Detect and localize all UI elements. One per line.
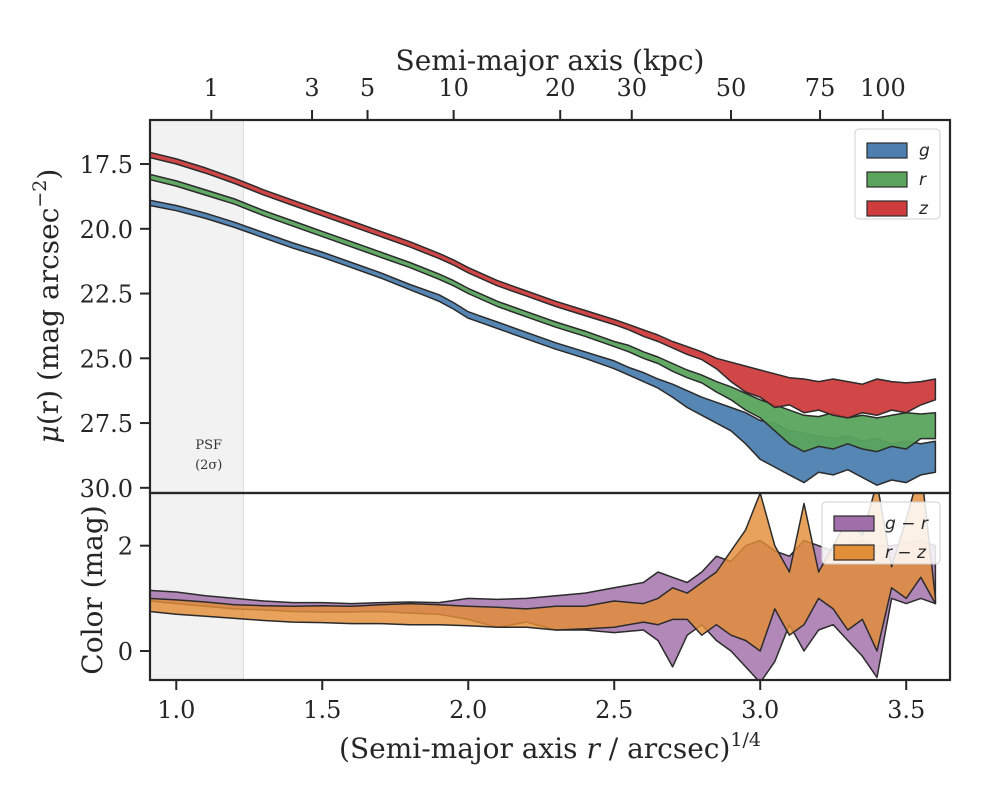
- top-tick-label: 30: [616, 74, 647, 102]
- top-legend-label: r: [919, 170, 927, 190]
- band-rz: [151, 493, 937, 652]
- bottom-legend-swatch: [833, 544, 875, 561]
- top-tick-label: 50: [716, 74, 747, 102]
- bottom-legend-label: r − z: [885, 543, 927, 563]
- top-y-label-sym: μ: [32, 425, 65, 443]
- top-legend-swatch: [866, 142, 908, 159]
- top-y-tick-label: 25.0: [80, 345, 133, 373]
- x-axis-label-tail: / arcsec): [600, 732, 731, 765]
- x-tick-label: 2.5: [595, 696, 633, 724]
- top-tick-label: 1: [204, 74, 219, 102]
- top-y-tick-label: 22.5: [80, 281, 133, 309]
- top-legend-label: z: [918, 199, 929, 219]
- psf-label-line2: (2σ): [195, 458, 222, 473]
- top-y-label-sup: −2: [29, 180, 51, 208]
- top-legend: grz: [854, 128, 941, 220]
- top-panel-series: [151, 151, 937, 486]
- bottom-panel-series: [151, 493, 937, 679]
- band-g: [151, 199, 937, 486]
- top-tick-label: 100: [860, 74, 906, 102]
- top-y-axis-label: μ(r) (mag arcsec−2): [29, 169, 65, 444]
- x-axis-label: (Semi-major axis r / arcsec)1/4: [339, 729, 761, 765]
- top-tick-label: 75: [805, 74, 836, 102]
- top-y-tick-label: 20.0: [80, 216, 133, 244]
- psf-region-bottom: [149, 492, 244, 681]
- x-tick-label: 1.5: [303, 696, 341, 724]
- band-z: [151, 151, 937, 419]
- bottom-legend-label: g − r: [885, 514, 929, 534]
- bottom-y-tick-label: 2: [118, 533, 133, 561]
- band-r: [151, 173, 937, 453]
- top-axis-label: Semi-major axis (kpc): [396, 44, 705, 77]
- bottom-legend: g − r r − z: [821, 501, 941, 565]
- top-y-label-close: ): [32, 169, 65, 180]
- bottom-y-axis-label: Color (mag): [76, 505, 109, 674]
- x-tick-label: 3.5: [887, 696, 925, 724]
- top-y-tick-label: 17.5: [80, 151, 133, 179]
- top-tick-label: 3: [304, 74, 319, 102]
- x-axis-label-var: r: [586, 732, 601, 765]
- x-axis-label-main: (Semi-major axis: [339, 732, 586, 765]
- x-axis-label-sup: 1/4: [730, 729, 761, 751]
- top-tick-label: 5: [360, 74, 375, 102]
- x-tick-label: 2.0: [449, 696, 487, 724]
- top-y-label-unit: (mag arcsec: [32, 208, 65, 390]
- top-tick-label: 10: [438, 74, 469, 102]
- top-legend-label: g: [919, 141, 930, 161]
- bottom-panel-frame: [148, 491, 952, 682]
- bottom-y-tick-label: 0: [118, 638, 133, 666]
- psf-label-line1: PSF: [195, 438, 222, 453]
- top-legend-swatch: [866, 171, 908, 188]
- top-legend-swatch: [866, 200, 908, 217]
- top-tick-label: 20: [545, 74, 576, 102]
- x-tick-label: 3.0: [741, 696, 779, 724]
- legends: grz g − r r − z: [821, 128, 941, 565]
- top-y-label-arg: (r): [32, 390, 65, 425]
- top-y-tick-label: 30.0: [80, 475, 133, 503]
- bottom-legend-swatch: [833, 515, 875, 532]
- top-y-tick-label: 27.5: [80, 410, 133, 438]
- x-tick-label: 1.0: [157, 696, 195, 724]
- axis-ticks: 1.0 1.5 2.0 2.5 3.0 3.51 3 5 10 20 30 50 75 10017.520…: [80, 74, 926, 724]
